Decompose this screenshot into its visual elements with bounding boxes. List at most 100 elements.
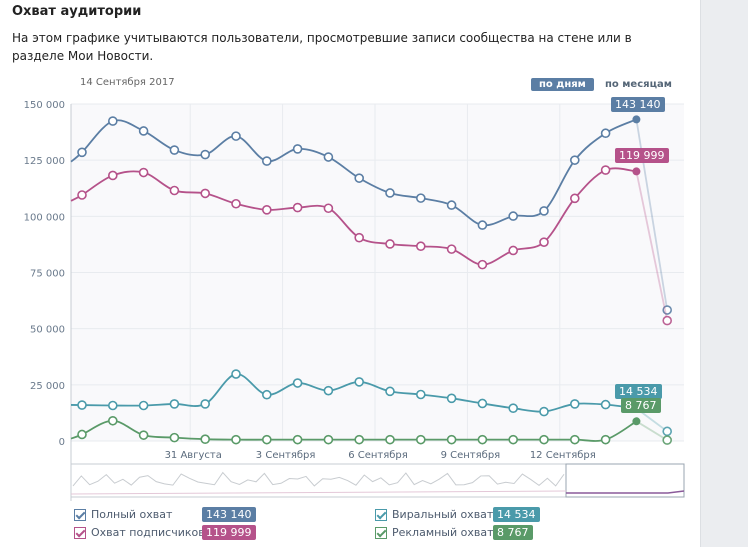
data-point[interactable] — [600, 434, 611, 445]
data-point[interactable] — [446, 393, 457, 404]
data-point[interactable] — [323, 434, 334, 445]
data-point[interactable] — [508, 403, 519, 413]
legend-item-subscribers[interactable]: Охват подписчиков — [74, 526, 205, 539]
data-point[interactable] — [200, 434, 210, 445]
navigator-selection[interactable] — [565, 463, 685, 498]
data-point[interactable] — [539, 434, 549, 445]
data-point[interactable] — [477, 434, 488, 445]
data-point[interactable] — [261, 389, 272, 400]
data-point[interactable] — [385, 434, 395, 445]
data-point[interactable] — [385, 188, 395, 198]
data-point[interactable] — [200, 399, 210, 409]
data-point[interactable] — [169, 399, 180, 409]
y-tick-label: 75 000 — [30, 269, 65, 280]
data-point[interactable] — [354, 173, 365, 183]
data-point[interactable] — [292, 202, 303, 213]
data-point[interactable] — [415, 241, 426, 252]
checkbox-icon[interactable] — [74, 508, 86, 521]
data-point[interactable] — [108, 415, 118, 426]
data-point[interactable] — [108, 400, 118, 411]
checkbox-icon[interactable] — [74, 526, 86, 539]
data-point[interactable] — [138, 400, 149, 411]
data-point[interactable] — [508, 434, 519, 445]
data-point[interactable] — [539, 406, 549, 417]
data-point[interactable] — [77, 429, 87, 440]
data-point[interactable] — [77, 190, 87, 200]
data-point[interactable] — [169, 432, 180, 443]
data-point[interactable] — [508, 211, 519, 221]
data-point[interactable] — [292, 434, 303, 445]
data-point[interactable] — [415, 434, 426, 445]
data-point[interactable] — [354, 377, 365, 387]
legend-item-full[interactable]: Полный охват — [74, 508, 172, 521]
data-point[interactable] — [138, 430, 149, 440]
data-point[interactable] — [569, 155, 580, 165]
data-point[interactable] — [292, 144, 303, 154]
data-point[interactable] — [77, 147, 87, 158]
data-point[interactable] — [446, 200, 457, 210]
data-point[interactable] — [539, 206, 549, 216]
data-point[interactable] — [662, 435, 673, 445]
by-days-button[interactable]: по дням — [531, 78, 594, 91]
data-point[interactable] — [108, 170, 118, 181]
data-point[interactable] — [385, 239, 395, 249]
data-point[interactable] — [261, 434, 272, 445]
x-tick-label: 3 Сентября — [256, 450, 316, 461]
data-point[interactable] — [477, 398, 488, 409]
data-point[interactable] — [415, 193, 426, 203]
data-point[interactable] — [138, 126, 149, 136]
data-point[interactable] — [600, 399, 611, 410]
data-point[interactable] — [138, 167, 149, 178]
data-point[interactable] — [600, 128, 611, 139]
legend-value-badge: 119 999 — [202, 525, 256, 540]
data-point[interactable] — [539, 237, 549, 247]
data-point[interactable] — [200, 149, 210, 160]
data-point[interactable] — [323, 385, 334, 396]
data-point[interactable] — [477, 259, 488, 270]
checkbox-icon[interactable] — [375, 526, 387, 539]
data-point-highlight[interactable] — [632, 417, 641, 426]
legend-label: Охват подписчиков — [91, 526, 205, 539]
data-point[interactable] — [354, 434, 365, 445]
data-point[interactable] — [446, 244, 457, 254]
data-point[interactable] — [569, 193, 580, 204]
data-point[interactable] — [231, 369, 241, 379]
data-point[interactable] — [662, 426, 673, 437]
data-point[interactable] — [231, 434, 241, 445]
data-point[interactable] — [231, 198, 241, 209]
data-point[interactable] — [600, 165, 611, 175]
data-point[interactable] — [292, 378, 303, 388]
legend-item-viral[interactable]: Виральный охват — [375, 508, 493, 521]
data-point[interactable] — [569, 434, 580, 445]
data-point[interactable] — [508, 245, 519, 256]
data-point-highlight[interactable] — [632, 115, 641, 124]
y-tick-label: 50 000 — [30, 325, 65, 336]
data-point[interactable] — [415, 389, 426, 400]
right-sidebar — [700, 0, 748, 547]
navigator-sparkline-subscribers — [70, 490, 567, 495]
checkbox-icon[interactable] — [375, 508, 387, 521]
data-point[interactable] — [77, 400, 87, 410]
data-point[interactable] — [323, 203, 334, 214]
data-point[interactable] — [385, 386, 395, 397]
data-point[interactable] — [323, 152, 334, 162]
data-point[interactable] — [169, 145, 180, 155]
data-point[interactable] — [169, 185, 180, 196]
legend-item-ads[interactable]: Рекламный охват — [375, 526, 494, 539]
x-tick-label: 6 Сентября — [348, 450, 408, 461]
data-point[interactable] — [354, 232, 365, 243]
by-months-button[interactable]: по месяцам — [605, 79, 672, 90]
data-point[interactable] — [477, 220, 488, 230]
data-point[interactable] — [569, 399, 580, 409]
data-point[interactable] — [261, 156, 272, 166]
data-point[interactable] — [231, 131, 241, 141]
data-point[interactable] — [108, 116, 118, 126]
data-point[interactable] — [446, 434, 457, 445]
data-point[interactable] — [261, 205, 272, 215]
data-point[interactable] — [662, 305, 673, 315]
x-tick-label: 9 Сентября — [441, 450, 501, 461]
data-point-highlight[interactable] — [632, 167, 641, 176]
data-point[interactable] — [200, 188, 210, 199]
data-point[interactable] — [662, 315, 673, 326]
